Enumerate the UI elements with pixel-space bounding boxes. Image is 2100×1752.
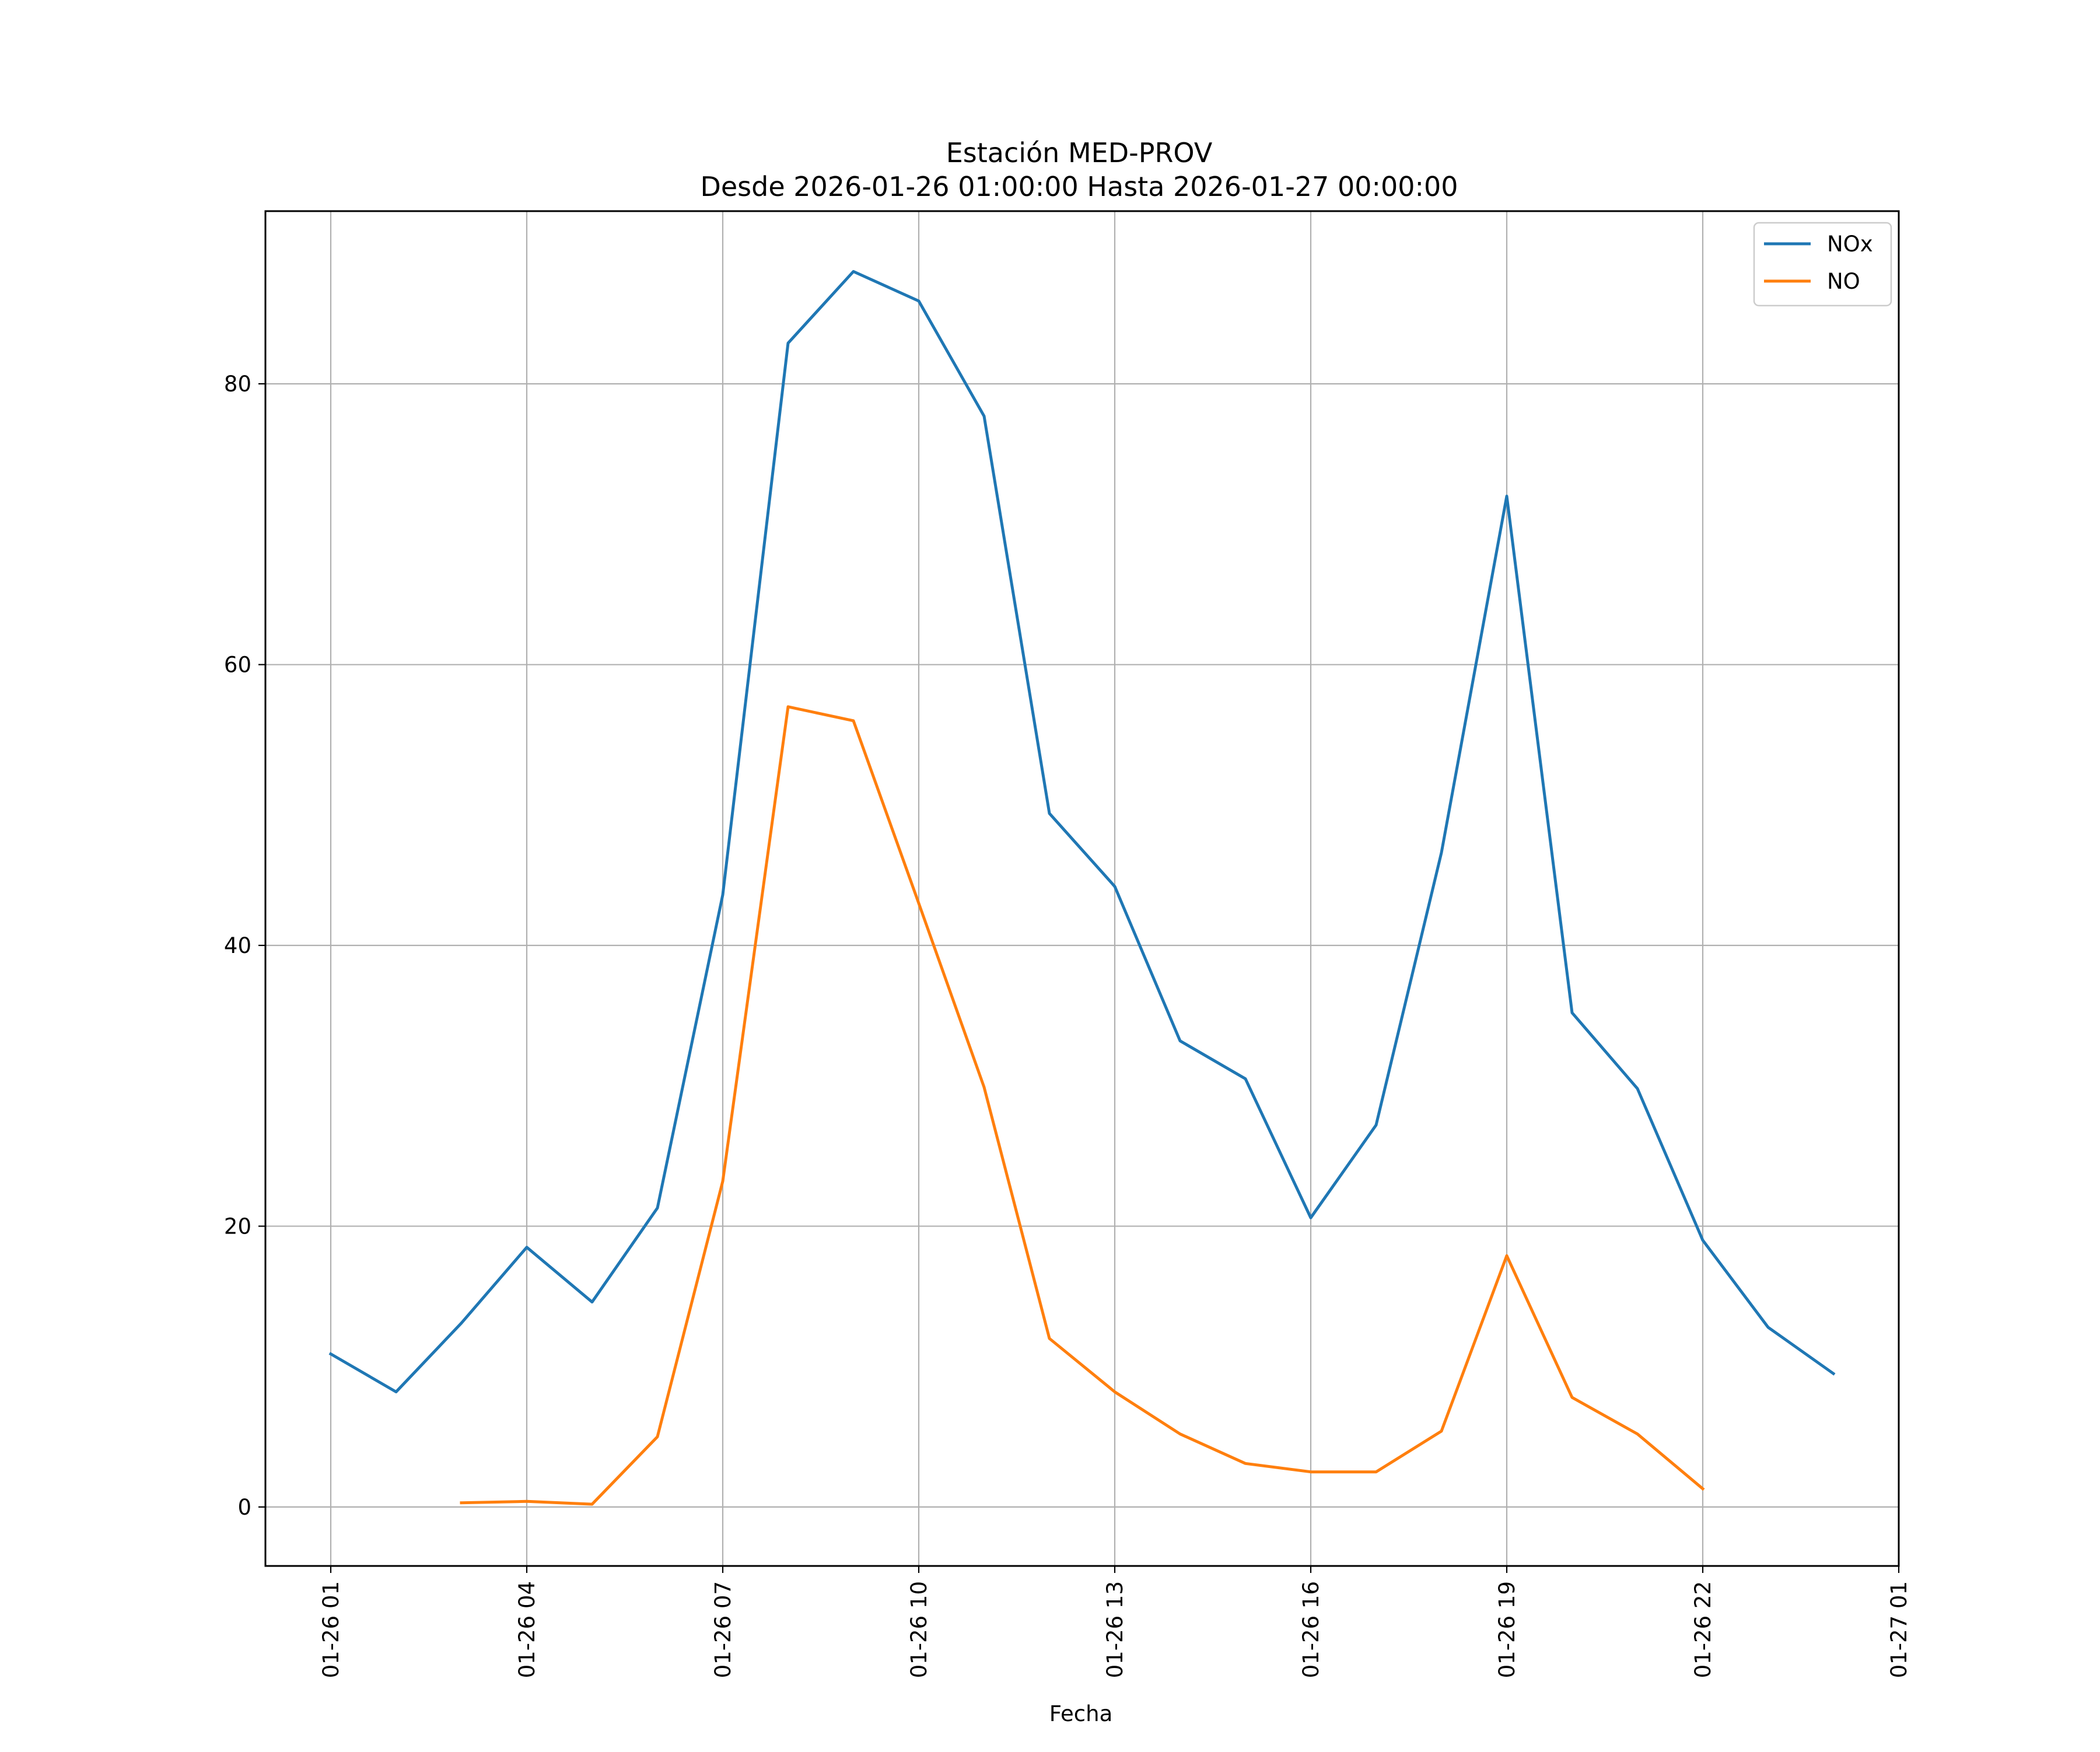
- legend: NOx NO: [1753, 222, 1892, 307]
- series-line-nox: [328, 270, 1836, 1393]
- legend-label-nox: NOx: [1827, 232, 1873, 257]
- x-tick-label: 01-26 07: [710, 1581, 736, 1678]
- y-tick-label: 80: [224, 372, 251, 397]
- y-tick-label: 60: [224, 653, 251, 678]
- series-line-no: [460, 705, 1705, 1506]
- x-tick-label: 01-26 10: [907, 1581, 932, 1678]
- x-tick-label: 01-27 01: [1887, 1581, 1912, 1678]
- x-axis-title: Fecha: [1049, 1701, 1113, 1726]
- x-tick-label: 01-26 04: [514, 1581, 540, 1678]
- y-tick-label: 40: [224, 933, 251, 958]
- series-lines: [328, 270, 1836, 1506]
- x-tick-label: 01-26 13: [1102, 1581, 1128, 1678]
- x-tick-label: 01-26 01: [318, 1581, 344, 1678]
- chart-title: Estación MED-PROV: [946, 137, 1213, 169]
- y-tick-label: 0: [237, 1495, 251, 1520]
- x-tick-label: 01-26 16: [1298, 1581, 1324, 1678]
- plot-frame: [264, 210, 1900, 1567]
- chart-subtitle: Desde 2026-01-26 01:00:00 Hasta 2026-01-…: [700, 171, 1458, 202]
- y-tick-label: 20: [224, 1214, 251, 1239]
- x-tick-label: 01-26 22: [1690, 1581, 1716, 1678]
- x-tick-label: 01-26 19: [1494, 1581, 1520, 1678]
- axis-ticks: 01-26 01 01-26 04 01-26 07 01-26 10 01-26 13…: [224, 372, 1912, 1678]
- legend-label-no: NO: [1827, 269, 1860, 294]
